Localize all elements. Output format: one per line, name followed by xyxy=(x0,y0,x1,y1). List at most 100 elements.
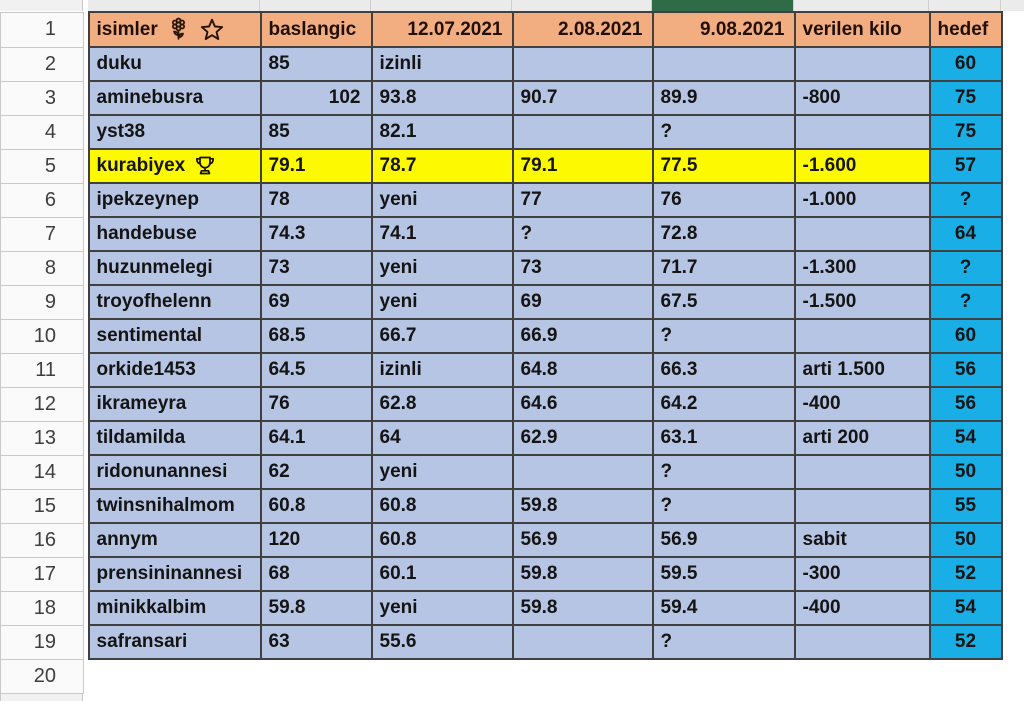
column-header-12-07-2021[interactable]: 12.07.2021 xyxy=(370,11,514,48)
cell-12-07-2021[interactable]: 60.8 xyxy=(370,488,514,524)
cell-baslangic[interactable]: 102 xyxy=(259,80,373,116)
row-number[interactable]: 15 xyxy=(0,488,84,524)
cell-2-08-2021[interactable]: 79.1 xyxy=(511,148,654,184)
cell-9-08-2021[interactable]: 67.5 xyxy=(651,284,796,320)
cell-2-08-2021[interactable] xyxy=(511,624,654,660)
row-number[interactable]: 2 xyxy=(0,46,84,82)
cell-verilen-kilo[interactable]: -1.300 xyxy=(793,250,931,286)
cell-isimler[interactable]: minikkalbim xyxy=(87,590,262,626)
cell-verilen-kilo[interactable]: -1.500 xyxy=(793,284,931,320)
cell-isimler[interactable]: yst38 xyxy=(87,114,262,150)
cell-hedef[interactable]: 75 xyxy=(928,114,1003,150)
row-number[interactable]: 1 xyxy=(0,11,84,48)
cell-12-07-2021[interactable]: 82.1 xyxy=(370,114,514,150)
cell-12-07-2021[interactable]: yeni xyxy=(370,250,514,286)
cell-verilen-kilo[interactable]: sabit xyxy=(793,522,931,558)
cell-isimler[interactable]: kurabiyex xyxy=(87,148,262,184)
cell-9-08-2021[interactable]: ? xyxy=(651,488,796,524)
cell-hedef[interactable]: 56 xyxy=(928,352,1003,388)
row-number[interactable]: 3 xyxy=(0,80,84,116)
cell-verilen-kilo[interactable] xyxy=(793,114,931,150)
cell-9-08-2021[interactable]: ? xyxy=(651,454,796,490)
cell-isimler[interactable]: sentimental xyxy=(87,318,262,354)
cell-12-07-2021[interactable]: yeni xyxy=(370,590,514,626)
column-header-baslangic[interactable]: baslangic xyxy=(259,11,373,48)
cell-isimler[interactable]: annym xyxy=(87,522,262,558)
cell-12-07-2021[interactable]: 64 xyxy=(370,420,514,456)
cell-12-07-2021[interactable]: 78.7 xyxy=(370,148,514,184)
cell-2-08-2021[interactable]: 90.7 xyxy=(511,80,654,116)
cell-verilen-kilo[interactable]: arti 200 xyxy=(793,420,931,456)
cell-isimler[interactable]: troyofhelenn xyxy=(87,284,262,320)
cell-hedef[interactable]: 54 xyxy=(928,590,1003,626)
row-number[interactable]: 18 xyxy=(0,590,84,626)
cell-verilen-kilo[interactable]: -1.000 xyxy=(793,182,931,218)
column-header-2-08-2021[interactable]: 2.08.2021 xyxy=(511,11,654,48)
cell-12-07-2021[interactable]: yeni xyxy=(370,284,514,320)
cell-baslangic[interactable]: 74.3 xyxy=(259,216,373,252)
cell-isimler[interactable]: ridonunannesi xyxy=(87,454,262,490)
cell-12-07-2021[interactable]: 60.8 xyxy=(370,522,514,558)
cell-9-08-2021[interactable]: ? xyxy=(651,114,796,150)
column-header-9-08-2021[interactable]: 9.08.2021 xyxy=(651,11,796,48)
row-number[interactable]: 12 xyxy=(0,386,84,422)
cell-verilen-kilo[interactable]: -400 xyxy=(793,590,931,626)
cell-hedef[interactable]: ? xyxy=(928,182,1003,218)
cell-baslangic[interactable]: 85 xyxy=(259,114,373,150)
cell-9-08-2021[interactable]: ? xyxy=(651,318,796,354)
cell-baslangic[interactable]: 64.5 xyxy=(259,352,373,388)
cell-verilen-kilo[interactable]: -1.600 xyxy=(793,148,931,184)
cell-12-07-2021[interactable]: 93.8 xyxy=(370,80,514,116)
cell-baslangic[interactable]: 85 xyxy=(259,46,373,82)
cell-baslangic[interactable]: 68 xyxy=(259,556,373,592)
cell-9-08-2021[interactable]: 64.2 xyxy=(651,386,796,422)
cell-isimler[interactable]: safransari xyxy=(87,624,262,660)
cell-2-08-2021[interactable]: ? xyxy=(511,216,654,252)
cell-baslangic[interactable]: 63 xyxy=(259,624,373,660)
cell-hedef[interactable]: 60 xyxy=(928,46,1003,82)
cell-2-08-2021[interactable] xyxy=(511,114,654,150)
cell-hedef[interactable]: 50 xyxy=(928,454,1003,490)
cell-hedef[interactable]: 52 xyxy=(928,556,1003,592)
cell-isimler[interactable]: tildamilda xyxy=(87,420,262,456)
cell-9-08-2021[interactable] xyxy=(651,46,796,82)
cell-baslangic[interactable]: 79.1 xyxy=(259,148,373,184)
cell-12-07-2021[interactable]: izinli xyxy=(370,46,514,82)
cell-2-08-2021[interactable]: 59.8 xyxy=(511,488,654,524)
cell-verilen-kilo[interactable] xyxy=(793,46,931,82)
cell-baslangic[interactable]: 78 xyxy=(259,182,373,218)
cell-isimler[interactable]: ikrameyra xyxy=(87,386,262,422)
cell-verilen-kilo[interactable] xyxy=(793,216,931,252)
row-number[interactable]: 6 xyxy=(0,182,84,218)
cell-hedef[interactable]: 75 xyxy=(928,80,1003,116)
row-number[interactable]: 10 xyxy=(0,318,84,354)
cell-9-08-2021[interactable]: 72.8 xyxy=(651,216,796,252)
cell-baslangic[interactable]: 59.8 xyxy=(259,590,373,626)
cell-verilen-kilo[interactable] xyxy=(793,318,931,354)
cell-baslangic[interactable]: 60.8 xyxy=(259,488,373,524)
cell-9-08-2021[interactable]: 63.1 xyxy=(651,420,796,456)
cell-2-08-2021[interactable]: 77 xyxy=(511,182,654,218)
cell-9-08-2021[interactable]: 59.5 xyxy=(651,556,796,592)
cell-2-08-2021[interactable]: 62.9 xyxy=(511,420,654,456)
row-number[interactable]: 7 xyxy=(0,216,84,252)
cell-9-08-2021[interactable]: ? xyxy=(651,624,796,660)
cell-hedef[interactable]: 50 xyxy=(928,522,1003,558)
cell-baslangic[interactable]: 64.1 xyxy=(259,420,373,456)
cell-2-08-2021[interactable]: 73 xyxy=(511,250,654,286)
cell-12-07-2021[interactable]: 60.1 xyxy=(370,556,514,592)
cell-isimler[interactable]: ipekzeynep xyxy=(87,182,262,218)
cell-hedef[interactable]: 56 xyxy=(928,386,1003,422)
cell-9-08-2021[interactable]: 89.9 xyxy=(651,80,796,116)
row-number[interactable]: 9 xyxy=(0,284,84,320)
row-number[interactable]: 17 xyxy=(0,556,84,592)
cell-hedef[interactable]: 57 xyxy=(928,148,1003,184)
cell-hedef[interactable]: ? xyxy=(928,250,1003,286)
empty-cells[interactable] xyxy=(88,659,1002,693)
cell-baslangic[interactable]: 76 xyxy=(259,386,373,422)
cell-isimler[interactable]: handebuse xyxy=(87,216,262,252)
cell-verilen-kilo[interactable]: -300 xyxy=(793,556,931,592)
row-number[interactable]: 14 xyxy=(0,454,84,490)
cell-baslangic[interactable]: 69 xyxy=(259,284,373,320)
cell-9-08-2021[interactable]: 76 xyxy=(651,182,796,218)
